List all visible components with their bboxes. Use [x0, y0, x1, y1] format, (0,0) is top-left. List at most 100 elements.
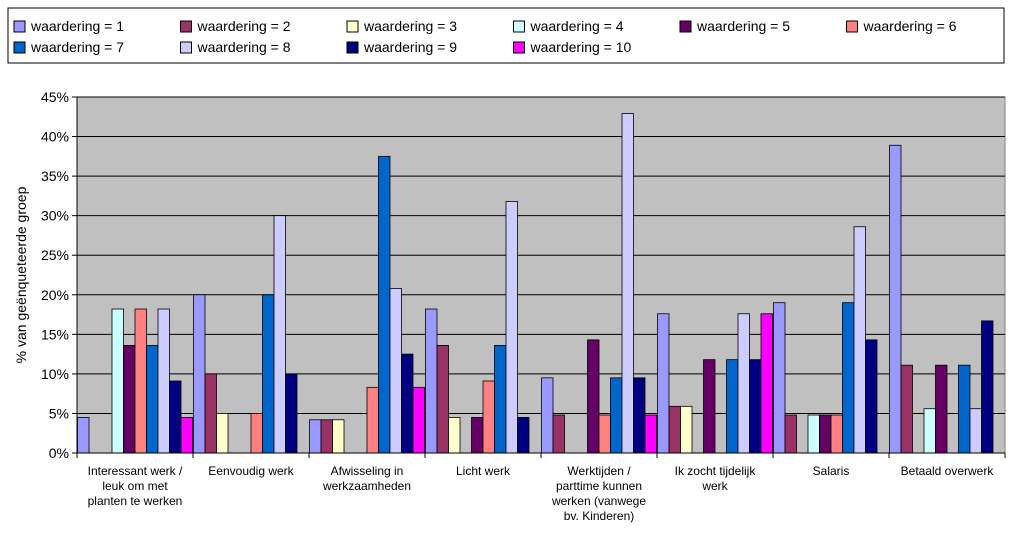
legend-label: waardering = 6 — [863, 18, 957, 34]
y-tick-label: 25% — [41, 247, 69, 263]
legend-item: waardering = 3 — [346, 18, 457, 34]
bar — [900, 364, 913, 454]
bar — [819, 414, 832, 454]
bar — [169, 380, 182, 454]
legend-item: waardering = 8 — [180, 39, 291, 55]
bar — [157, 308, 170, 454]
x-tick-label: Betaald overwerk — [901, 464, 995, 478]
legend-label: waardering = 10 — [530, 39, 632, 55]
bar — [610, 377, 623, 454]
x-tick-label: Afwisseling in werkzaamheden — [322, 464, 411, 493]
legend-label: waardering = 8 — [197, 39, 291, 55]
bar — [830, 414, 843, 454]
bar — [482, 380, 495, 454]
legend-item: waardering = 7 — [13, 39, 124, 55]
y-axis-label: % van geënqueteerde groep — [13, 186, 29, 363]
bar — [981, 320, 994, 454]
bar — [412, 386, 425, 454]
legend-swatch — [513, 20, 525, 33]
bar — [737, 313, 750, 454]
bar — [366, 386, 379, 454]
bar — [193, 294, 206, 454]
bar — [77, 416, 90, 454]
legend-label: waardering = 5 — [696, 18, 790, 34]
gridlines — [77, 96, 1005, 414]
bar — [865, 339, 878, 454]
legend-swatch — [846, 20, 858, 33]
y-tick-label: 40% — [41, 129, 69, 145]
bar — [378, 155, 391, 454]
y-tick-label: 10% — [41, 366, 69, 382]
x-tick-label: Interessant werk / leuk om met planten te … — [88, 464, 183, 508]
legend-swatch — [13, 41, 26, 54]
bar — [541, 377, 554, 454]
legend-label: waardering = 3 — [363, 18, 457, 34]
bar — [204, 373, 217, 454]
bar — [958, 364, 971, 454]
bar — [448, 416, 461, 454]
x-tick-label: Eenvoudig werk — [208, 464, 294, 478]
bar — [425, 308, 438, 454]
bar — [332, 419, 345, 454]
legend-item: waardering = 6 — [846, 18, 957, 34]
bar — [471, 416, 484, 454]
legend-label: waardering = 4 — [530, 18, 624, 34]
bar — [389, 288, 402, 454]
legend-swatch — [346, 41, 359, 54]
bar — [517, 416, 530, 454]
bar — [889, 144, 902, 454]
legend-swatch — [346, 20, 359, 33]
bar — [309, 419, 322, 454]
y-tick-labels: 0% 5% 10% 15% 20% 25% 30% 35% 40% 45% — [41, 89, 77, 461]
legend-swatch — [180, 20, 192, 33]
y-tick-label: 5% — [49, 405, 69, 421]
bar — [935, 364, 948, 454]
x-tick-label: Werktijden / parttime kunnen werken (vanwe… — [551, 464, 646, 523]
legend-item: waardering = 10 — [513, 39, 632, 55]
y-tick-label: 35% — [41, 168, 69, 184]
bar — [587, 339, 600, 454]
legend-frame — [7, 7, 1005, 64]
bar — [436, 345, 449, 454]
bar — [657, 313, 670, 454]
bar — [644, 414, 657, 454]
legend-label: waardering = 7 — [30, 39, 124, 55]
bar — [633, 377, 646, 454]
bar — [703, 359, 716, 454]
legend-label: waardering = 9 — [363, 39, 457, 55]
bar — [134, 308, 147, 454]
bar — [969, 408, 982, 454]
bar — [668, 405, 681, 454]
bar — [773, 302, 786, 454]
bar — [842, 302, 855, 454]
x-tick-label: Ik zocht tijdelijk werk — [675, 464, 757, 493]
y-tick-label: 0% — [49, 445, 69, 461]
bar — [505, 201, 518, 454]
bar — [273, 215, 286, 454]
bar — [807, 414, 820, 454]
bar — [262, 294, 275, 454]
legend-item: waardering = 4 — [513, 18, 624, 34]
bar — [621, 113, 634, 454]
x-tick-labels: Interessant werk / leuk om met planten te … — [88, 464, 995, 523]
y-tick-label: 30% — [41, 208, 69, 224]
bar — [760, 313, 773, 454]
bar — [180, 416, 193, 454]
legend-swatch — [180, 41, 192, 54]
y-tick-label: 45% — [41, 89, 69, 105]
axes — [76, 97, 1006, 458]
legend-label: waardering = 1 — [30, 18, 124, 34]
bar — [250, 413, 263, 454]
bar — [494, 345, 507, 454]
y-tick-label: 20% — [41, 287, 69, 303]
x-tick-label: Licht werk — [456, 464, 511, 478]
bar — [923, 408, 936, 454]
legend-item: waardering = 1 — [13, 18, 124, 34]
bar — [552, 414, 565, 454]
legend-swatch — [679, 20, 692, 33]
legend-item: waardering = 2 — [180, 18, 291, 34]
bar — [726, 359, 739, 454]
x-tick-label: Salaris — [813, 464, 850, 478]
